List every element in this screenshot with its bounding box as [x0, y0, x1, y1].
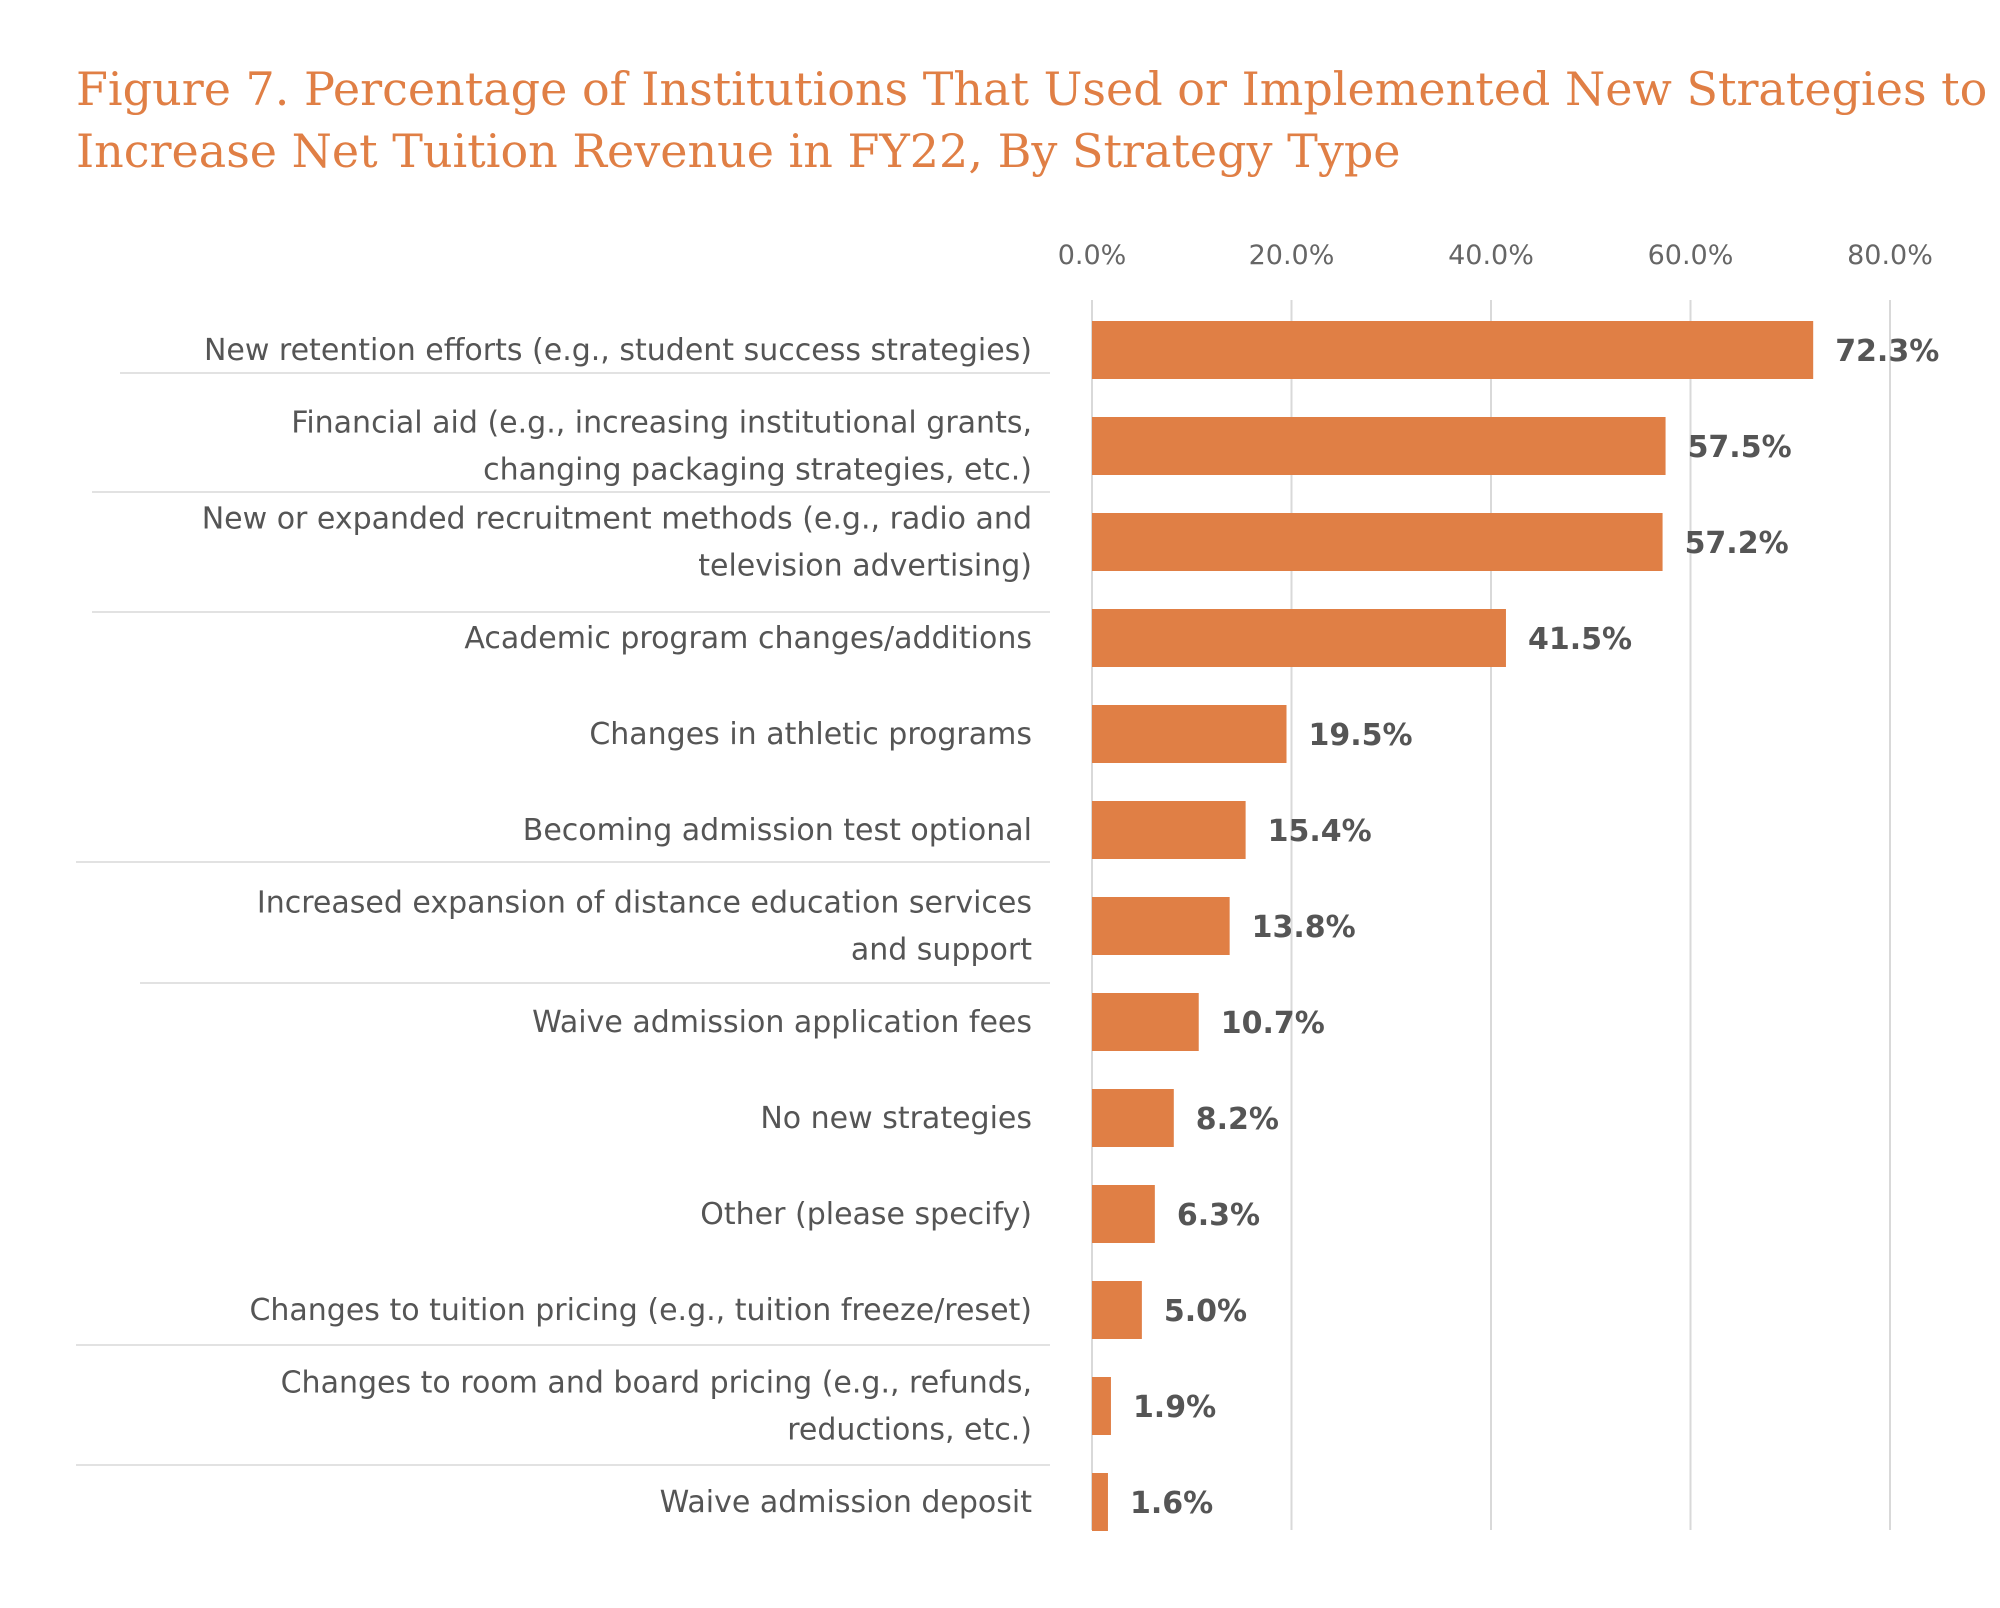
- category-label: New retention efforts (e.g., student suc…: [204, 333, 1032, 368]
- bar-value-label: 13.8%: [1252, 910, 1356, 945]
- bar-value-label: 15.4%: [1268, 814, 1372, 849]
- bar-value-label: 10.7%: [1221, 1006, 1325, 1041]
- bar: [1092, 321, 1814, 379]
- category-label: television advertising): [698, 549, 1032, 584]
- bar-value-label: 41.5%: [1528, 622, 1632, 657]
- chart-title-line-1: Figure 7. Percentage of Institutions Tha…: [76, 62, 1988, 116]
- bar: [1092, 1185, 1155, 1243]
- bar: [1092, 609, 1506, 667]
- x-tick-label: 0.0%: [1058, 240, 1127, 271]
- category-label: reductions, etc.): [787, 1413, 1032, 1448]
- category-label: Other (please specify): [700, 1197, 1032, 1232]
- bar: [1092, 1281, 1142, 1339]
- category-label: Changes to room and board pricing (e.g.,…: [281, 1366, 1032, 1401]
- category-label: Changes in athletic programs: [589, 717, 1032, 752]
- chart-title: Figure 7. Percentage of Institutions Tha…: [76, 58, 1988, 182]
- category-label: Financial aid (e.g., increasing institut…: [291, 406, 1032, 441]
- bar-value-label: 5.0%: [1164, 1294, 1247, 1329]
- category-label: Waive admission deposit: [660, 1485, 1033, 1520]
- bar-value-label: 6.3%: [1177, 1198, 1260, 1233]
- category-label: Becoming admission test optional: [523, 813, 1032, 848]
- bar: [1092, 993, 1199, 1051]
- bar-value-label: 57.5%: [1688, 430, 1792, 465]
- category-label: Academic program changes/additions: [464, 621, 1032, 656]
- bar-value-label: 72.3%: [1835, 334, 1939, 369]
- category-label: No new strategies: [760, 1101, 1032, 1136]
- x-tick-label: 60.0%: [1648, 240, 1734, 271]
- x-tick-label: 80.0%: [1847, 240, 1933, 271]
- bar: [1092, 1089, 1174, 1147]
- category-label: changing packaging strategies, etc.): [483, 453, 1032, 488]
- bar-value-label: 8.2%: [1196, 1102, 1279, 1137]
- chart-title-line-2: Increase Net Tuition Revenue in FY22, By…: [76, 124, 1401, 178]
- bar: [1092, 1473, 1108, 1531]
- x-tick-label: 40.0%: [1448, 240, 1534, 271]
- bar-value-label: 57.2%: [1685, 526, 1789, 561]
- category-label: Changes to tuition pricing (e.g., tuitio…: [249, 1293, 1032, 1328]
- bar: [1092, 801, 1246, 859]
- x-tick-label: 20.0%: [1249, 240, 1335, 271]
- bar: [1092, 1377, 1111, 1435]
- bar: [1092, 417, 1666, 475]
- category-label: New or expanded recruitment methods (e.g…: [202, 502, 1032, 537]
- bar: [1092, 513, 1663, 571]
- bar: [1092, 897, 1230, 955]
- bar-value-label: 1.6%: [1130, 1486, 1213, 1521]
- bar-value-label: 1.9%: [1133, 1390, 1216, 1425]
- category-label: and support: [851, 933, 1032, 968]
- bar: [1092, 705, 1287, 763]
- bar-value-label: 19.5%: [1309, 718, 1413, 753]
- category-label: Increased expansion of distance educatio…: [257, 886, 1032, 921]
- category-label: Waive admission application fees: [532, 1005, 1032, 1040]
